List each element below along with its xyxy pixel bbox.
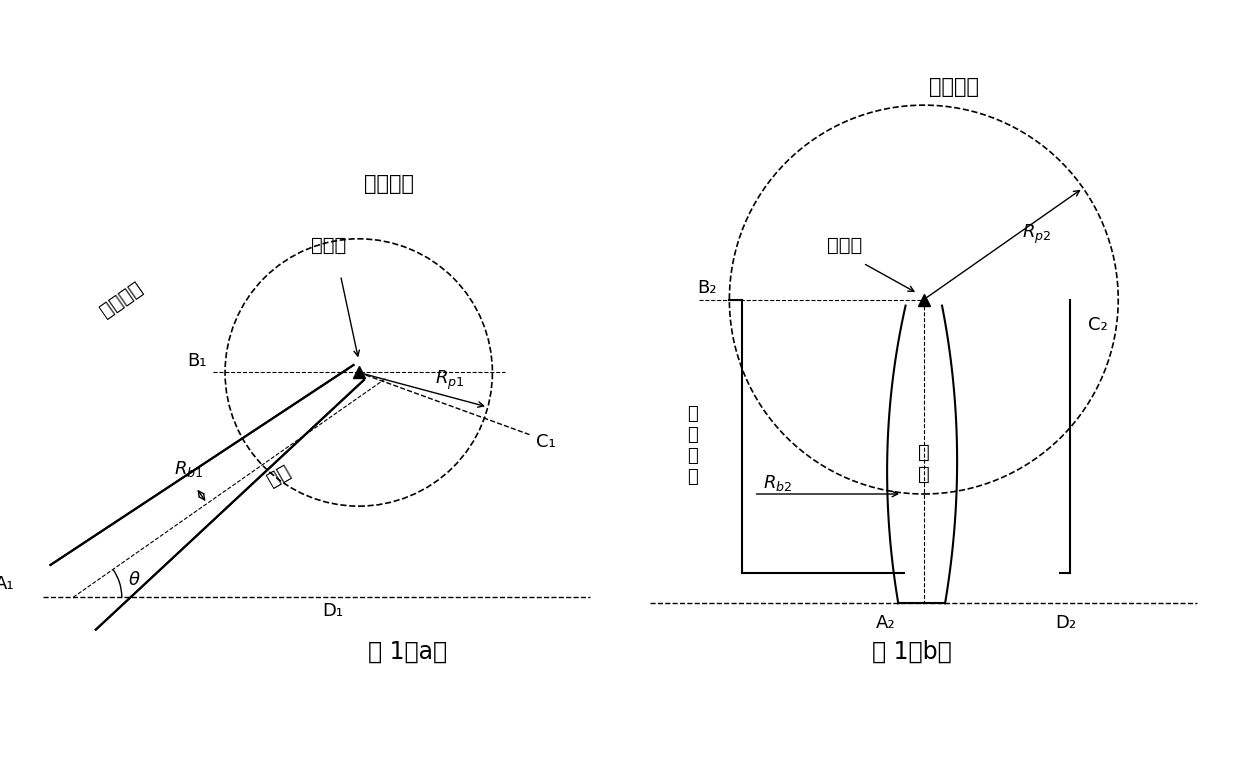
Text: 接闪器: 接闪器 — [827, 236, 863, 255]
Text: D₂: D₂ — [1055, 614, 1076, 632]
Text: D₁: D₁ — [322, 601, 343, 619]
Text: B₁: B₁ — [187, 352, 207, 370]
Text: $R_{p2}$: $R_{p2}$ — [1022, 223, 1052, 246]
Text: 暴
露
弧
段: 暴 露 弧 段 — [687, 405, 698, 486]
Text: 屏蔽弧段: 屏蔽弧段 — [365, 174, 414, 194]
Text: C₁: C₁ — [536, 433, 556, 451]
Text: C₂: C₂ — [1087, 316, 1107, 334]
Text: 叶片: 叶片 — [264, 462, 294, 490]
Text: 暴露弧段: 暴露弧段 — [97, 279, 146, 320]
Text: $\theta$: $\theta$ — [128, 571, 140, 589]
Text: 接闪器: 接闪器 — [311, 236, 346, 255]
Text: A₁: A₁ — [0, 575, 14, 593]
Text: 图 1（b）: 图 1（b） — [872, 640, 951, 664]
Text: B₂: B₂ — [698, 279, 717, 297]
Text: 叶
身: 叶 身 — [918, 443, 930, 484]
Text: A₂: A₂ — [877, 614, 897, 632]
Text: $R_{b2}$: $R_{b2}$ — [763, 473, 792, 493]
Text: 屏蔽弧段: 屏蔽弧段 — [929, 77, 980, 97]
Text: 图 1（a）: 图 1（a） — [368, 640, 446, 664]
Text: $R_{b1}$: $R_{b1}$ — [174, 459, 203, 479]
Text: $R_{p1}$: $R_{p1}$ — [435, 369, 465, 392]
